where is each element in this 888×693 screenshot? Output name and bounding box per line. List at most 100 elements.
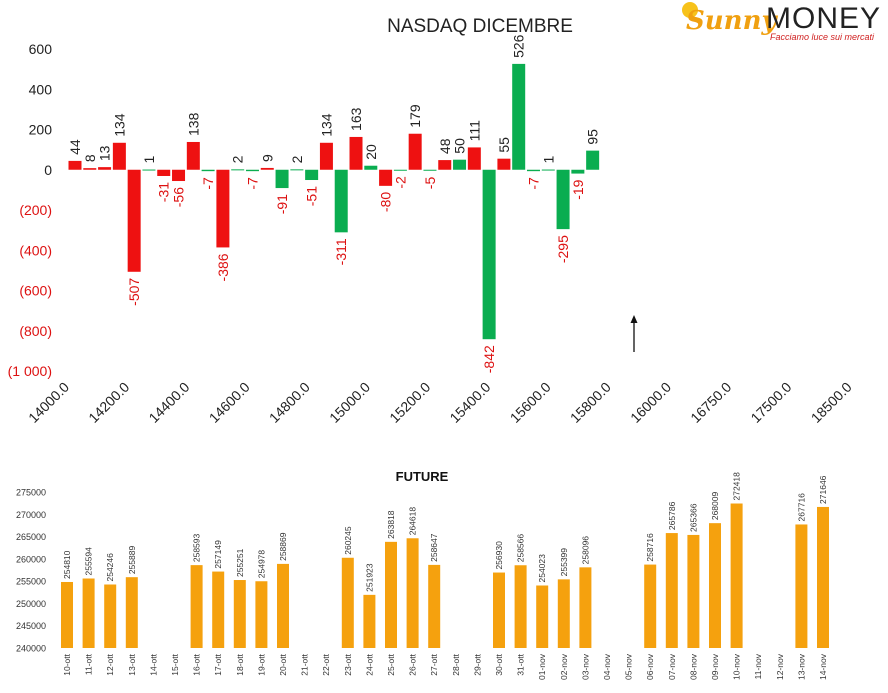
y-tick-label: 245000: [16, 621, 46, 631]
x-tick-label: 11-nov: [753, 653, 763, 679]
x-tick-label: 23-ott: [343, 653, 353, 675]
bar: [233, 580, 246, 648]
data-label: 255889: [127, 546, 137, 575]
data-label: 258716: [645, 533, 655, 562]
x-tick-label: 08-nov: [688, 653, 698, 680]
logo-tagline: Facciamo luce sui mercati: [770, 32, 875, 42]
x-tick-label: 31-ott: [516, 653, 526, 675]
x-tick-label: 14400.0: [145, 379, 192, 426]
x-tick-label: 05-nov: [624, 653, 634, 680]
data-label: 138: [185, 112, 201, 136]
y-axis: 600 400 200 0 (200) (400) (600) (800) (1 000): [8, 41, 53, 379]
x-tick-label: 16-ott: [192, 653, 202, 675]
data-label: 134: [318, 113, 334, 137]
data-label: 95: [585, 129, 601, 145]
bar: [190, 565, 203, 648]
x-tick-label: 03-nov: [580, 653, 590, 680]
data-label: 255399: [559, 548, 569, 577]
data-label: -19: [570, 179, 586, 199]
x-tick-label: 19-ott: [256, 653, 266, 675]
bar: [125, 577, 138, 648]
bar: [709, 523, 721, 648]
data-label: 260245: [343, 526, 353, 555]
x-tick-label: 18-ott: [235, 653, 245, 675]
bar: [142, 169, 156, 171]
logo-money-text: MONEY: [766, 2, 882, 35]
data-label: 251923: [364, 563, 374, 592]
data-label: -5: [422, 177, 438, 190]
x-tick-label: 13-nov: [796, 653, 806, 680]
x-tick-label: 14-ott: [148, 653, 158, 675]
chart-title: NASDAQ DICEMBRE: [387, 16, 573, 37]
data-label: 264618: [408, 507, 418, 536]
bar: [541, 169, 555, 171]
x-tick-label: 04-nov: [602, 653, 612, 680]
x-tick-label: 13-ott: [127, 653, 137, 675]
bar: [557, 579, 570, 648]
x-tick-label: 26-ott: [408, 653, 418, 675]
y-tick-label: 240000: [16, 644, 46, 654]
y-tick-label: 255000: [16, 577, 46, 587]
x-tick-label: 12-ott: [105, 653, 115, 675]
x-tick-label: 17-ott: [213, 653, 223, 675]
y-tick-label: (1 000): [8, 363, 52, 379]
data-label: 256930: [494, 541, 504, 570]
arrow-annotation: [630, 315, 638, 352]
data-label: -295: [555, 235, 571, 263]
bar: [112, 142, 126, 170]
x-tick-label: 28-ott: [451, 653, 461, 675]
bar: [341, 557, 354, 648]
data-label: -51: [304, 186, 320, 206]
y-tick-label: 265000: [16, 532, 46, 542]
data-labels: 254810 255594 254246 255889 258593 257149 2552…: [62, 472, 828, 592]
bar: [201, 169, 215, 172]
data-label: 8: [82, 154, 98, 162]
data-label: -31: [156, 182, 172, 202]
x-tick-label: 10-ott: [62, 653, 72, 675]
bar: [104, 584, 117, 648]
bar: [186, 141, 200, 170]
y-tick-label: 600: [29, 41, 53, 57]
x-tick-label: 14800.0: [266, 379, 313, 426]
bar: [482, 169, 496, 340]
bar: [277, 563, 289, 648]
x-tick-label: 29-ott: [472, 653, 482, 675]
bar: [216, 169, 230, 248]
data-label: -842: [481, 345, 497, 373]
bar: [245, 169, 259, 172]
bar: [556, 169, 570, 230]
bar: [319, 142, 333, 170]
data-label: 265786: [667, 501, 677, 530]
bar: [795, 524, 808, 648]
x-tick-label: 10-nov: [732, 653, 742, 680]
bar: [665, 533, 678, 648]
data-label: 265366: [688, 503, 698, 532]
data-label: 255251: [235, 548, 245, 577]
x-tick-label: 22-ott: [321, 653, 331, 675]
data-label: 50: [452, 138, 468, 154]
x-tick-label: 15200.0: [386, 379, 433, 426]
x-tick-label: 18500.0: [808, 379, 855, 426]
bar: [212, 571, 225, 648]
x-tick-label: 15800.0: [567, 379, 614, 426]
bar: [305, 169, 319, 181]
data-label: 258647: [429, 533, 439, 562]
bar: [255, 581, 268, 648]
data-label: 526: [511, 34, 527, 58]
x-axis: 10-ott 11-ott 12-ott 13-ott 14-ott 15-ott 16-o…: [62, 653, 828, 680]
data-label: 1: [141, 156, 157, 164]
bar: [512, 63, 526, 170]
bar: [644, 564, 657, 648]
y-tick-label: 275000: [16, 488, 46, 498]
bar: [349, 136, 363, 170]
y-axis: 275000 270000 265000 260000 255000 250000 2450…: [16, 488, 46, 654]
chart-title: FUTURE: [396, 469, 449, 484]
x-tick-label: 17500.0: [747, 379, 794, 426]
data-label: 272418: [732, 472, 742, 501]
bar: [453, 159, 467, 170]
data-label: -7: [200, 177, 216, 190]
x-tick-label: 01-nov: [537, 653, 547, 680]
bar: [98, 167, 112, 170]
y-tick-label: 400: [29, 81, 53, 97]
bar: [83, 168, 97, 170]
